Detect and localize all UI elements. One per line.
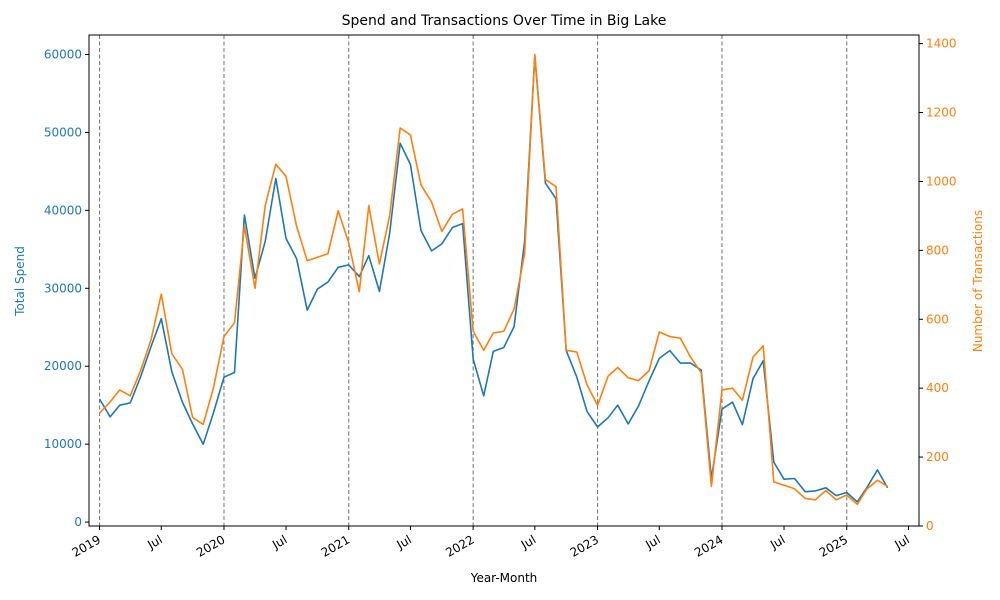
right-y-axis: 0 200 400 600 800 1000 1200 1400 [919, 37, 957, 533]
x-tick-label: Jul [394, 532, 414, 552]
year-divider-lines [99, 35, 848, 526]
right-tick-label: 0 [926, 519, 934, 533]
x-tick-label: 2019 [70, 532, 103, 559]
chart-title: Spend and Transactions Over Time in Big … [342, 13, 667, 29]
left-tick-label: 60000 [44, 47, 82, 61]
right-tick-label: 200 [926, 450, 949, 464]
left-tick-label: 20000 [44, 359, 82, 373]
x-tick-label: Jul [518, 532, 538, 552]
transactions-line [99, 53, 889, 506]
x-tick-label: Jul [892, 532, 912, 552]
plot-frame [88, 34, 920, 527]
x-tick-label: Jul [269, 532, 289, 552]
x-tick-label: 2023 [568, 532, 601, 559]
x-tick-label: 2024 [692, 532, 725, 559]
x-tick-label: Jul [642, 532, 662, 552]
series-layer [98, 53, 889, 506]
x-tick-label: 2021 [319, 532, 352, 559]
left-tick-label: 40000 [44, 203, 82, 217]
left-tick-label: 30000 [44, 281, 82, 295]
right-tick-label: 1400 [926, 37, 957, 51]
x-axis: 2019 Jul 2020 Jul 2021 Jul 2022 Jul 2023 Jul 2024 J… [70, 526, 912, 560]
right-tick-label: 600 [926, 312, 949, 326]
left-tick-label: 0 [74, 515, 82, 529]
right-tick-label: 400 [926, 381, 949, 395]
left-tick-label: 50000 [44, 125, 82, 139]
x-tick-label: 2022 [443, 532, 476, 559]
left-tick-label: 10000 [44, 437, 82, 451]
total-spend-line [98, 55, 889, 503]
right-tick-label: 1000 [926, 174, 957, 188]
left-y-axis-label: Total Spend [13, 246, 27, 317]
x-tick-label: 2025 [817, 532, 850, 559]
x-axis-label: Year-Month [470, 571, 538, 585]
x-tick-label: Jul [144, 532, 164, 552]
x-tick-label: Jul [767, 532, 787, 552]
x-tick-label: 2020 [194, 532, 227, 559]
right-tick-label: 800 [926, 243, 949, 257]
left-y-axis: 0 10000 20000 30000 40000 50000 60000 [44, 47, 89, 529]
right-tick-label: 1200 [926, 106, 957, 120]
right-y-axis-label: Number of Transactions [971, 210, 985, 352]
